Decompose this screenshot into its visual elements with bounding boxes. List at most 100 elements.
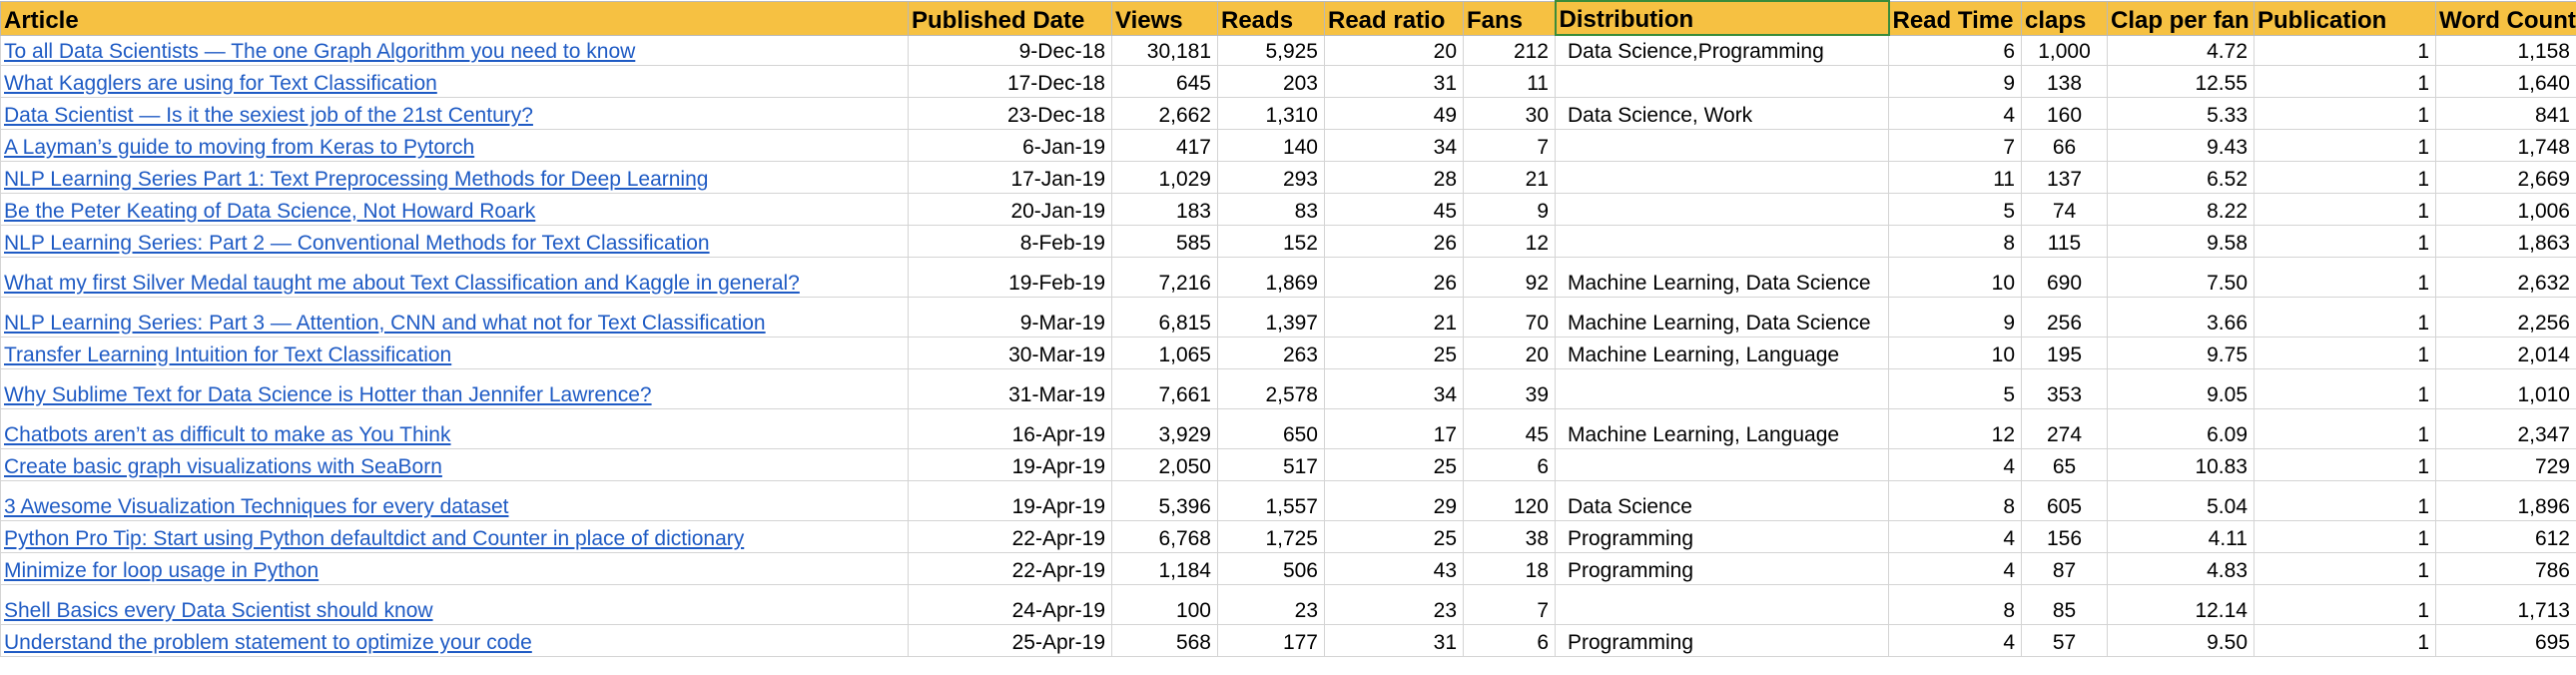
- article-link[interactable]: Chatbots aren’t as difficult to make as …: [4, 422, 451, 446]
- cell-word-count[interactable]: 729: [2435, 447, 2576, 481]
- cell-read-time[interactable]: 4: [1888, 447, 2022, 481]
- cell-clap-per-fan[interactable]: 4.72: [2107, 34, 2254, 66]
- cell-published-date[interactable]: 19-Apr-19: [908, 479, 1112, 521]
- cell-article[interactable]: Minimize for loop usage in Python: [0, 551, 909, 585]
- cell-reads[interactable]: 2,578: [1217, 367, 1325, 409]
- cell-reads[interactable]: 1,397: [1217, 296, 1325, 338]
- cell-read-time[interactable]: 8: [1888, 479, 2022, 521]
- cell-published-date[interactable]: 22-Apr-19: [908, 519, 1112, 553]
- article-link[interactable]: NLP Learning Series: Part 2 — Convention…: [4, 231, 710, 255]
- cell-article[interactable]: Data Scientist — Is it the sexiest job o…: [0, 96, 909, 130]
- cell-reads[interactable]: 140: [1217, 128, 1325, 162]
- cell-read-time[interactable]: 9: [1888, 64, 2022, 98]
- cell-claps[interactable]: 156: [2021, 519, 2108, 553]
- cell-word-count[interactable]: 1,896: [2435, 479, 2576, 521]
- cell-article[interactable]: Python Pro Tip: Start using Python defau…: [0, 519, 909, 553]
- cell-published-date[interactable]: 9-Mar-19: [908, 296, 1112, 338]
- cell-reads[interactable]: 263: [1217, 336, 1325, 369]
- cell-read-ratio[interactable]: 28: [1324, 160, 1464, 194]
- cell-clap-per-fan[interactable]: 4.11: [2107, 519, 2254, 553]
- cell-article[interactable]: What Kagglers are using for Text Classif…: [0, 64, 909, 98]
- cell-reads[interactable]: 293: [1217, 160, 1325, 194]
- cell-views[interactable]: 100: [1111, 583, 1218, 625]
- cell-read-time[interactable]: 6: [1888, 34, 2022, 66]
- article-link[interactable]: NLP Learning Series Part 1: Text Preproc…: [4, 167, 709, 191]
- cell-distribution[interactable]: Data Science,Programming: [1555, 34, 1889, 66]
- cell-claps[interactable]: 274: [2021, 407, 2108, 449]
- cell-read-ratio[interactable]: 25: [1324, 336, 1464, 369]
- article-link[interactable]: Python Pro Tip: Start using Python defau…: [4, 526, 745, 550]
- header-published-date[interactable]: Published Date: [908, 0, 1112, 36]
- cell-distribution[interactable]: Data Science, Work: [1555, 96, 1889, 130]
- cell-publication[interactable]: 1: [2254, 367, 2436, 409]
- cell-reads[interactable]: 177: [1217, 623, 1325, 657]
- cell-clap-per-fan[interactable]: 6.09: [2107, 407, 2254, 449]
- cell-views[interactable]: 7,216: [1111, 256, 1218, 298]
- cell-claps[interactable]: 74: [2021, 192, 2108, 226]
- cell-publication[interactable]: 1: [2254, 479, 2436, 521]
- cell-read-time[interactable]: 12: [1888, 407, 2022, 449]
- cell-fans[interactable]: 39: [1463, 367, 1556, 409]
- cell-read-time[interactable]: 4: [1888, 551, 2022, 585]
- cell-published-date[interactable]: 23-Dec-18: [908, 96, 1112, 130]
- cell-published-date[interactable]: 16-Apr-19: [908, 407, 1112, 449]
- cell-publication[interactable]: 1: [2254, 336, 2436, 369]
- cell-publication[interactable]: 1: [2254, 34, 2436, 66]
- cell-publication[interactable]: 1: [2254, 128, 2436, 162]
- cell-published-date[interactable]: 9-Dec-18: [908, 34, 1112, 66]
- cell-word-count[interactable]: 1,010: [2435, 367, 2576, 409]
- cell-read-ratio[interactable]: 23: [1324, 583, 1464, 625]
- cell-fans[interactable]: 92: [1463, 256, 1556, 298]
- article-link[interactable]: NLP Learning Series: Part 3 — Attention,…: [4, 311, 766, 335]
- cell-claps[interactable]: 87: [2021, 551, 2108, 585]
- cell-read-time[interactable]: 10: [1888, 336, 2022, 369]
- cell-claps[interactable]: 195: [2021, 336, 2108, 369]
- cell-reads[interactable]: 1,869: [1217, 256, 1325, 298]
- cell-claps[interactable]: 160: [2021, 96, 2108, 130]
- cell-claps[interactable]: 65: [2021, 447, 2108, 481]
- cell-published-date[interactable]: 22-Apr-19: [908, 551, 1112, 585]
- cell-views[interactable]: 2,662: [1111, 96, 1218, 130]
- article-link[interactable]: To all Data Scientists — The one Graph A…: [4, 39, 636, 63]
- cell-distribution[interactable]: [1555, 128, 1889, 162]
- cell-clap-per-fan[interactable]: 4.83: [2107, 551, 2254, 585]
- cell-publication[interactable]: 1: [2254, 623, 2436, 657]
- cell-read-ratio[interactable]: 25: [1324, 447, 1464, 481]
- cell-fans[interactable]: 30: [1463, 96, 1556, 130]
- cell-article[interactable]: To all Data Scientists — The one Graph A…: [0, 34, 909, 66]
- cell-publication[interactable]: 1: [2254, 96, 2436, 130]
- cell-fans[interactable]: 7: [1463, 128, 1556, 162]
- header-read-time[interactable]: Read Time: [1888, 0, 2022, 36]
- cell-read-ratio[interactable]: 29: [1324, 479, 1464, 521]
- cell-article[interactable]: NLP Learning Series Part 1: Text Preproc…: [0, 160, 909, 194]
- cell-views[interactable]: 417: [1111, 128, 1218, 162]
- cell-reads[interactable]: 506: [1217, 551, 1325, 585]
- header-distribution[interactable]: Distribution: [1554, 0, 1890, 36]
- cell-word-count[interactable]: 2,669: [2435, 160, 2576, 194]
- cell-distribution[interactable]: Data Science: [1555, 479, 1889, 521]
- cell-clap-per-fan[interactable]: 9.58: [2107, 224, 2254, 258]
- cell-publication[interactable]: 1: [2254, 224, 2436, 258]
- cell-read-ratio[interactable]: 45: [1324, 192, 1464, 226]
- cell-published-date[interactable]: 20-Jan-19: [908, 192, 1112, 226]
- cell-reads[interactable]: 1,725: [1217, 519, 1325, 553]
- cell-views[interactable]: 1,029: [1111, 160, 1218, 194]
- cell-distribution[interactable]: [1555, 583, 1889, 625]
- cell-publication[interactable]: 1: [2254, 192, 2436, 226]
- cell-views[interactable]: 568: [1111, 623, 1218, 657]
- cell-distribution[interactable]: [1555, 160, 1889, 194]
- cell-read-time[interactable]: 8: [1888, 583, 2022, 625]
- header-read-ratio[interactable]: Read ratio: [1324, 0, 1464, 36]
- cell-article[interactable]: What my first Silver Medal taught me abo…: [0, 256, 909, 298]
- cell-read-ratio[interactable]: 34: [1324, 367, 1464, 409]
- cell-word-count[interactable]: 1,748: [2435, 128, 2576, 162]
- header-publication[interactable]: Publication: [2254, 0, 2436, 36]
- header-fans[interactable]: Fans: [1463, 0, 1556, 36]
- cell-claps[interactable]: 137: [2021, 160, 2108, 194]
- cell-fans[interactable]: 9: [1463, 192, 1556, 226]
- cell-claps[interactable]: 605: [2021, 479, 2108, 521]
- cell-read-time[interactable]: 9: [1888, 296, 2022, 338]
- cell-article[interactable]: Chatbots aren’t as difficult to make as …: [0, 407, 909, 449]
- cell-word-count[interactable]: 612: [2435, 519, 2576, 553]
- cell-article[interactable]: NLP Learning Series: Part 3 — Attention,…: [0, 296, 909, 338]
